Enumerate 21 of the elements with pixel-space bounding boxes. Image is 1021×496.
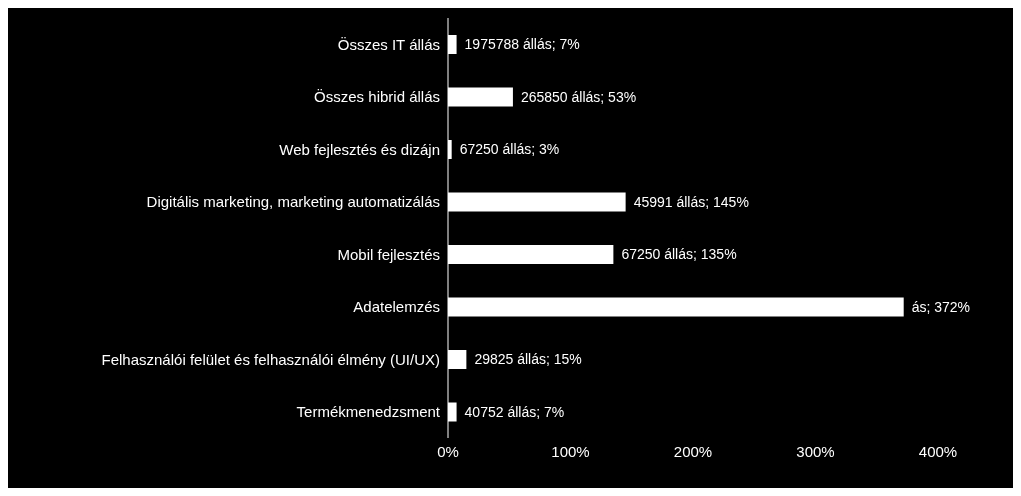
data-label: 1975788 állás; 7% [464, 36, 580, 53]
y-tick-label: Összes IT állás [337, 35, 440, 53]
data-label: 29825 állás; 15% [474, 351, 582, 368]
x-tick-label: 0% [437, 442, 459, 460]
data-label: 67250 állás; 135% [621, 246, 737, 263]
y-tick-label: Mobil fejlesztés [337, 245, 440, 263]
y-tick-label: Termékmenedzsment [296, 403, 441, 421]
data-label: 67250 állás; 3% [459, 141, 560, 158]
data-label: ás; 372% [911, 298, 971, 315]
data-label: 265850 állás; 53% [520, 88, 637, 105]
x-tick-label: 100% [551, 442, 590, 460]
y-tick-label: Felhasználói felület és felhasználói élmény (UI/UX) [101, 350, 440, 368]
y-tick-label: Digitális marketing, marketing automatizálás [146, 193, 440, 211]
data-label: 40752 állás; 7% [464, 403, 565, 420]
data-label: 45991 állás; 145% [633, 193, 749, 210]
y-tick-label: Web fejlesztés és dizájn [279, 140, 440, 158]
y-tick-label: Adatelemzés [353, 298, 440, 316]
x-tick-label: 200% [673, 442, 713, 460]
x-tick-label: 300% [796, 442, 835, 460]
x-tick-label: 400% [918, 442, 958, 460]
y-tick-label: Összes hibrid állás [314, 88, 440, 106]
